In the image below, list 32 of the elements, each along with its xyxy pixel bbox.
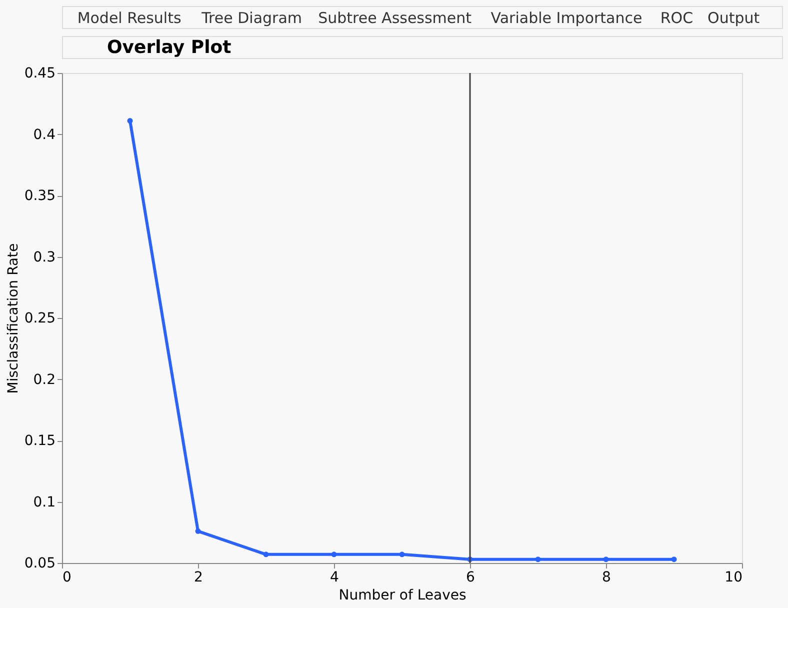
y-tick-label: 0.15 (24, 433, 56, 449)
text: Variable Importance (490, 9, 642, 27)
point (263, 552, 269, 558)
point (331, 552, 337, 558)
y-tick-label: 0.3 (33, 249, 56, 266)
x-tick-label: 0 (62, 570, 72, 586)
y-tick-label: 0.35 (24, 188, 56, 204)
text: Tree Diagram (200, 9, 302, 27)
point (535, 556, 541, 562)
y-tick-label: 0.1 (33, 494, 56, 510)
text: ROC (660, 9, 694, 27)
point (195, 528, 201, 534)
y-tick-label: 0.25 (24, 310, 56, 326)
x-tick-label: 8 (602, 570, 611, 586)
chart-title: Overlay Plot (107, 37, 232, 58)
text: Subtree Assessment (318, 9, 472, 27)
point (671, 556, 677, 562)
y-tick-label: 0.4 (33, 126, 56, 143)
x-tick-label: 2 (194, 570, 203, 586)
y-tick-label: 0.45 (24, 66, 56, 82)
point (127, 118, 133, 124)
point (399, 552, 405, 558)
x-axis-title: Number of Leaves (338, 588, 466, 604)
x-tick-label: 4 (330, 570, 340, 586)
x-tick-label: 10 (724, 570, 742, 586)
y-tick-label: 0.05 (24, 556, 56, 572)
text: Model Results (77, 9, 182, 27)
x-tick-label: 6 (466, 570, 476, 586)
y-axis-title: Misclassification Rate (5, 243, 22, 394)
point (603, 556, 609, 562)
text: Output (708, 9, 760, 27)
y-tick-label: 0.2 (33, 372, 56, 388)
